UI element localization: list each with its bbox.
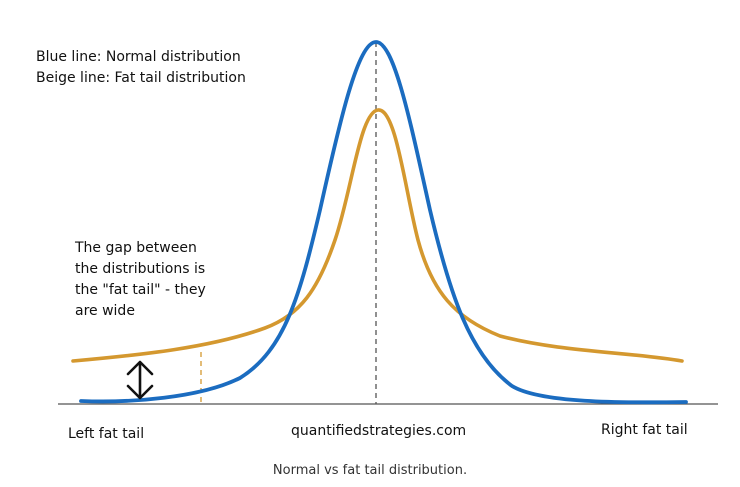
fat-tail-curve: [71, 108, 684, 363]
gap-annotation-line: the "fat tail" - they: [75, 282, 206, 298]
legend-beige-line: Beige line: Fat tail distribution: [36, 70, 246, 86]
right-fat-tail-label: Right fat tail: [601, 422, 688, 438]
gap-annotation-line: the distributions is: [75, 261, 206, 277]
left-fat-tail-label: Left fat tail: [68, 426, 145, 442]
gap-arrow: [126, 360, 154, 400]
legend-blue-line: Blue line: Normal distribution: [36, 49, 241, 65]
site-label: quantifiedstrategies.com: [291, 423, 467, 439]
gap-annotation-line: are wide: [75, 303, 135, 319]
normal-curve: [79, 40, 688, 405]
figure-caption: Normal vs fat tail distribution.: [272, 463, 468, 478]
gap-annotation-line: The gap between: [75, 240, 197, 256]
gap-annotation: The gap between the distributions is the…: [75, 238, 206, 322]
legend: Blue line: Normal distribution Beige lin…: [36, 47, 246, 89]
